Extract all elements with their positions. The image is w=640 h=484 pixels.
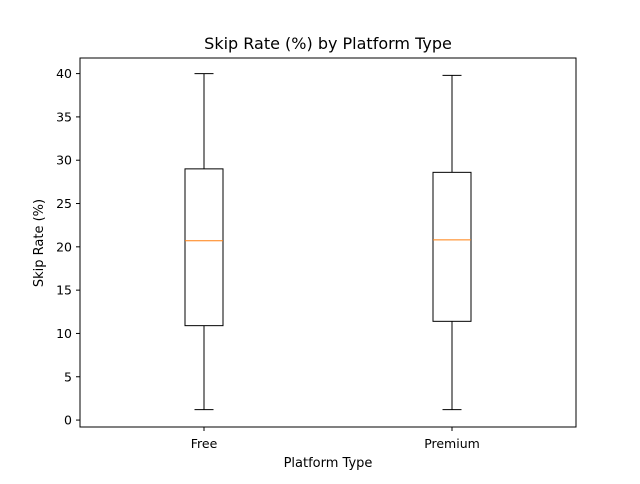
y-tick-label: 15	[56, 283, 72, 298]
y-tick-label: 35	[56, 109, 72, 124]
x-tick-label: Free	[191, 436, 218, 451]
y-axis-label: Skip Rate (%)	[32, 199, 47, 287]
box-iqr	[432, 171, 472, 322]
x-tick-label: Premium	[424, 436, 480, 451]
y-tick-label: 30	[56, 153, 72, 168]
x-axis-label: Platform Type	[284, 456, 373, 471]
plot-frame	[79, 57, 577, 428]
y-tick-label: 0	[64, 413, 72, 428]
y-tick-label: 10	[56, 326, 72, 341]
chart-title: Skip Rate (%) by Platform Type	[204, 34, 452, 53]
plot-area: 0 5 10 15 20 25 30 35 40 Free Premium	[56, 57, 577, 451]
y-tick-label: 40	[56, 66, 72, 81]
box-iqr	[184, 168, 224, 327]
y-tick-label: 20	[56, 239, 72, 254]
y-tick-label: 5	[64, 369, 72, 384]
y-tick-label: 25	[56, 196, 72, 211]
